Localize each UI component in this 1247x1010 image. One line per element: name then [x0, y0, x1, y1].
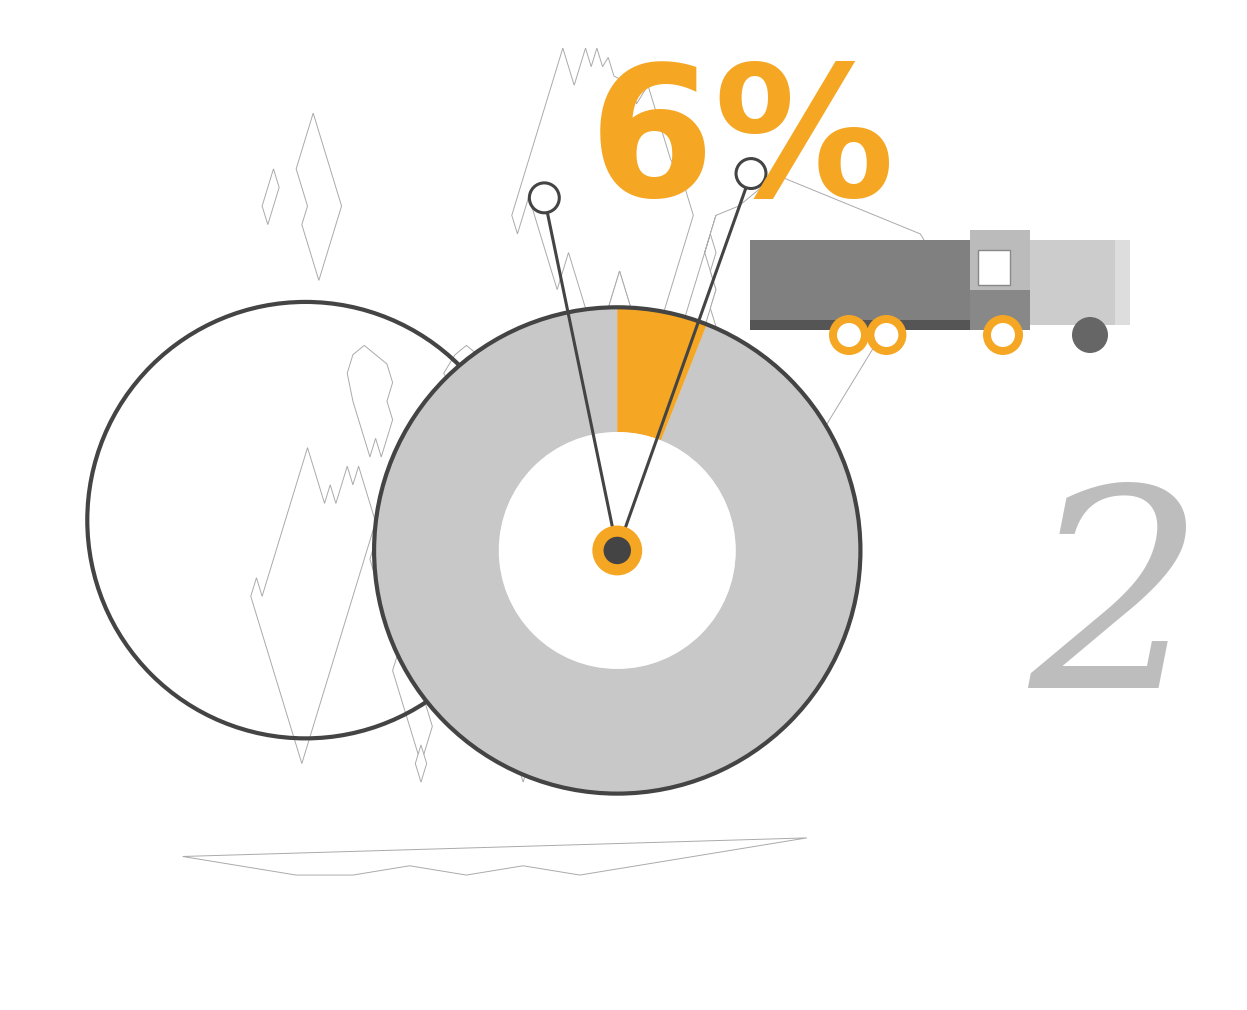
Polygon shape	[535, 355, 574, 447]
Polygon shape	[297, 113, 342, 281]
Polygon shape	[251, 447, 375, 764]
Bar	[1030, 240, 1130, 325]
Circle shape	[1072, 317, 1109, 353]
Polygon shape	[182, 838, 807, 875]
Polygon shape	[347, 345, 393, 457]
Circle shape	[837, 323, 860, 347]
Polygon shape	[631, 364, 671, 429]
Wedge shape	[374, 307, 860, 794]
Bar	[978, 250, 1010, 285]
Bar	[1115, 240, 1130, 325]
Polygon shape	[393, 485, 433, 764]
Polygon shape	[370, 540, 382, 578]
Circle shape	[874, 323, 898, 347]
Polygon shape	[495, 522, 540, 671]
Circle shape	[867, 315, 907, 355]
Circle shape	[829, 315, 869, 355]
Circle shape	[592, 525, 642, 576]
Polygon shape	[415, 745, 426, 782]
Polygon shape	[444, 345, 495, 457]
Text: 2: 2	[1028, 477, 1205, 745]
Bar	[749, 320, 970, 330]
Circle shape	[499, 432, 736, 669]
Wedge shape	[617, 307, 707, 440]
Circle shape	[529, 183, 559, 213]
Polygon shape	[569, 420, 586, 476]
Circle shape	[991, 323, 1015, 347]
Bar	[970, 290, 1030, 330]
Circle shape	[736, 159, 766, 189]
Polygon shape	[591, 457, 631, 540]
Polygon shape	[660, 215, 716, 438]
Text: 6%: 6%	[589, 59, 895, 234]
Bar	[970, 230, 1030, 330]
Polygon shape	[705, 549, 767, 671]
Polygon shape	[580, 271, 660, 494]
Polygon shape	[262, 169, 279, 224]
Bar	[749, 240, 970, 330]
Circle shape	[604, 536, 631, 565]
Circle shape	[983, 315, 1023, 355]
Polygon shape	[382, 587, 393, 624]
Polygon shape	[711, 178, 932, 513]
Polygon shape	[511, 689, 535, 782]
Circle shape	[374, 307, 860, 794]
Polygon shape	[511, 48, 693, 364]
Polygon shape	[660, 420, 711, 540]
